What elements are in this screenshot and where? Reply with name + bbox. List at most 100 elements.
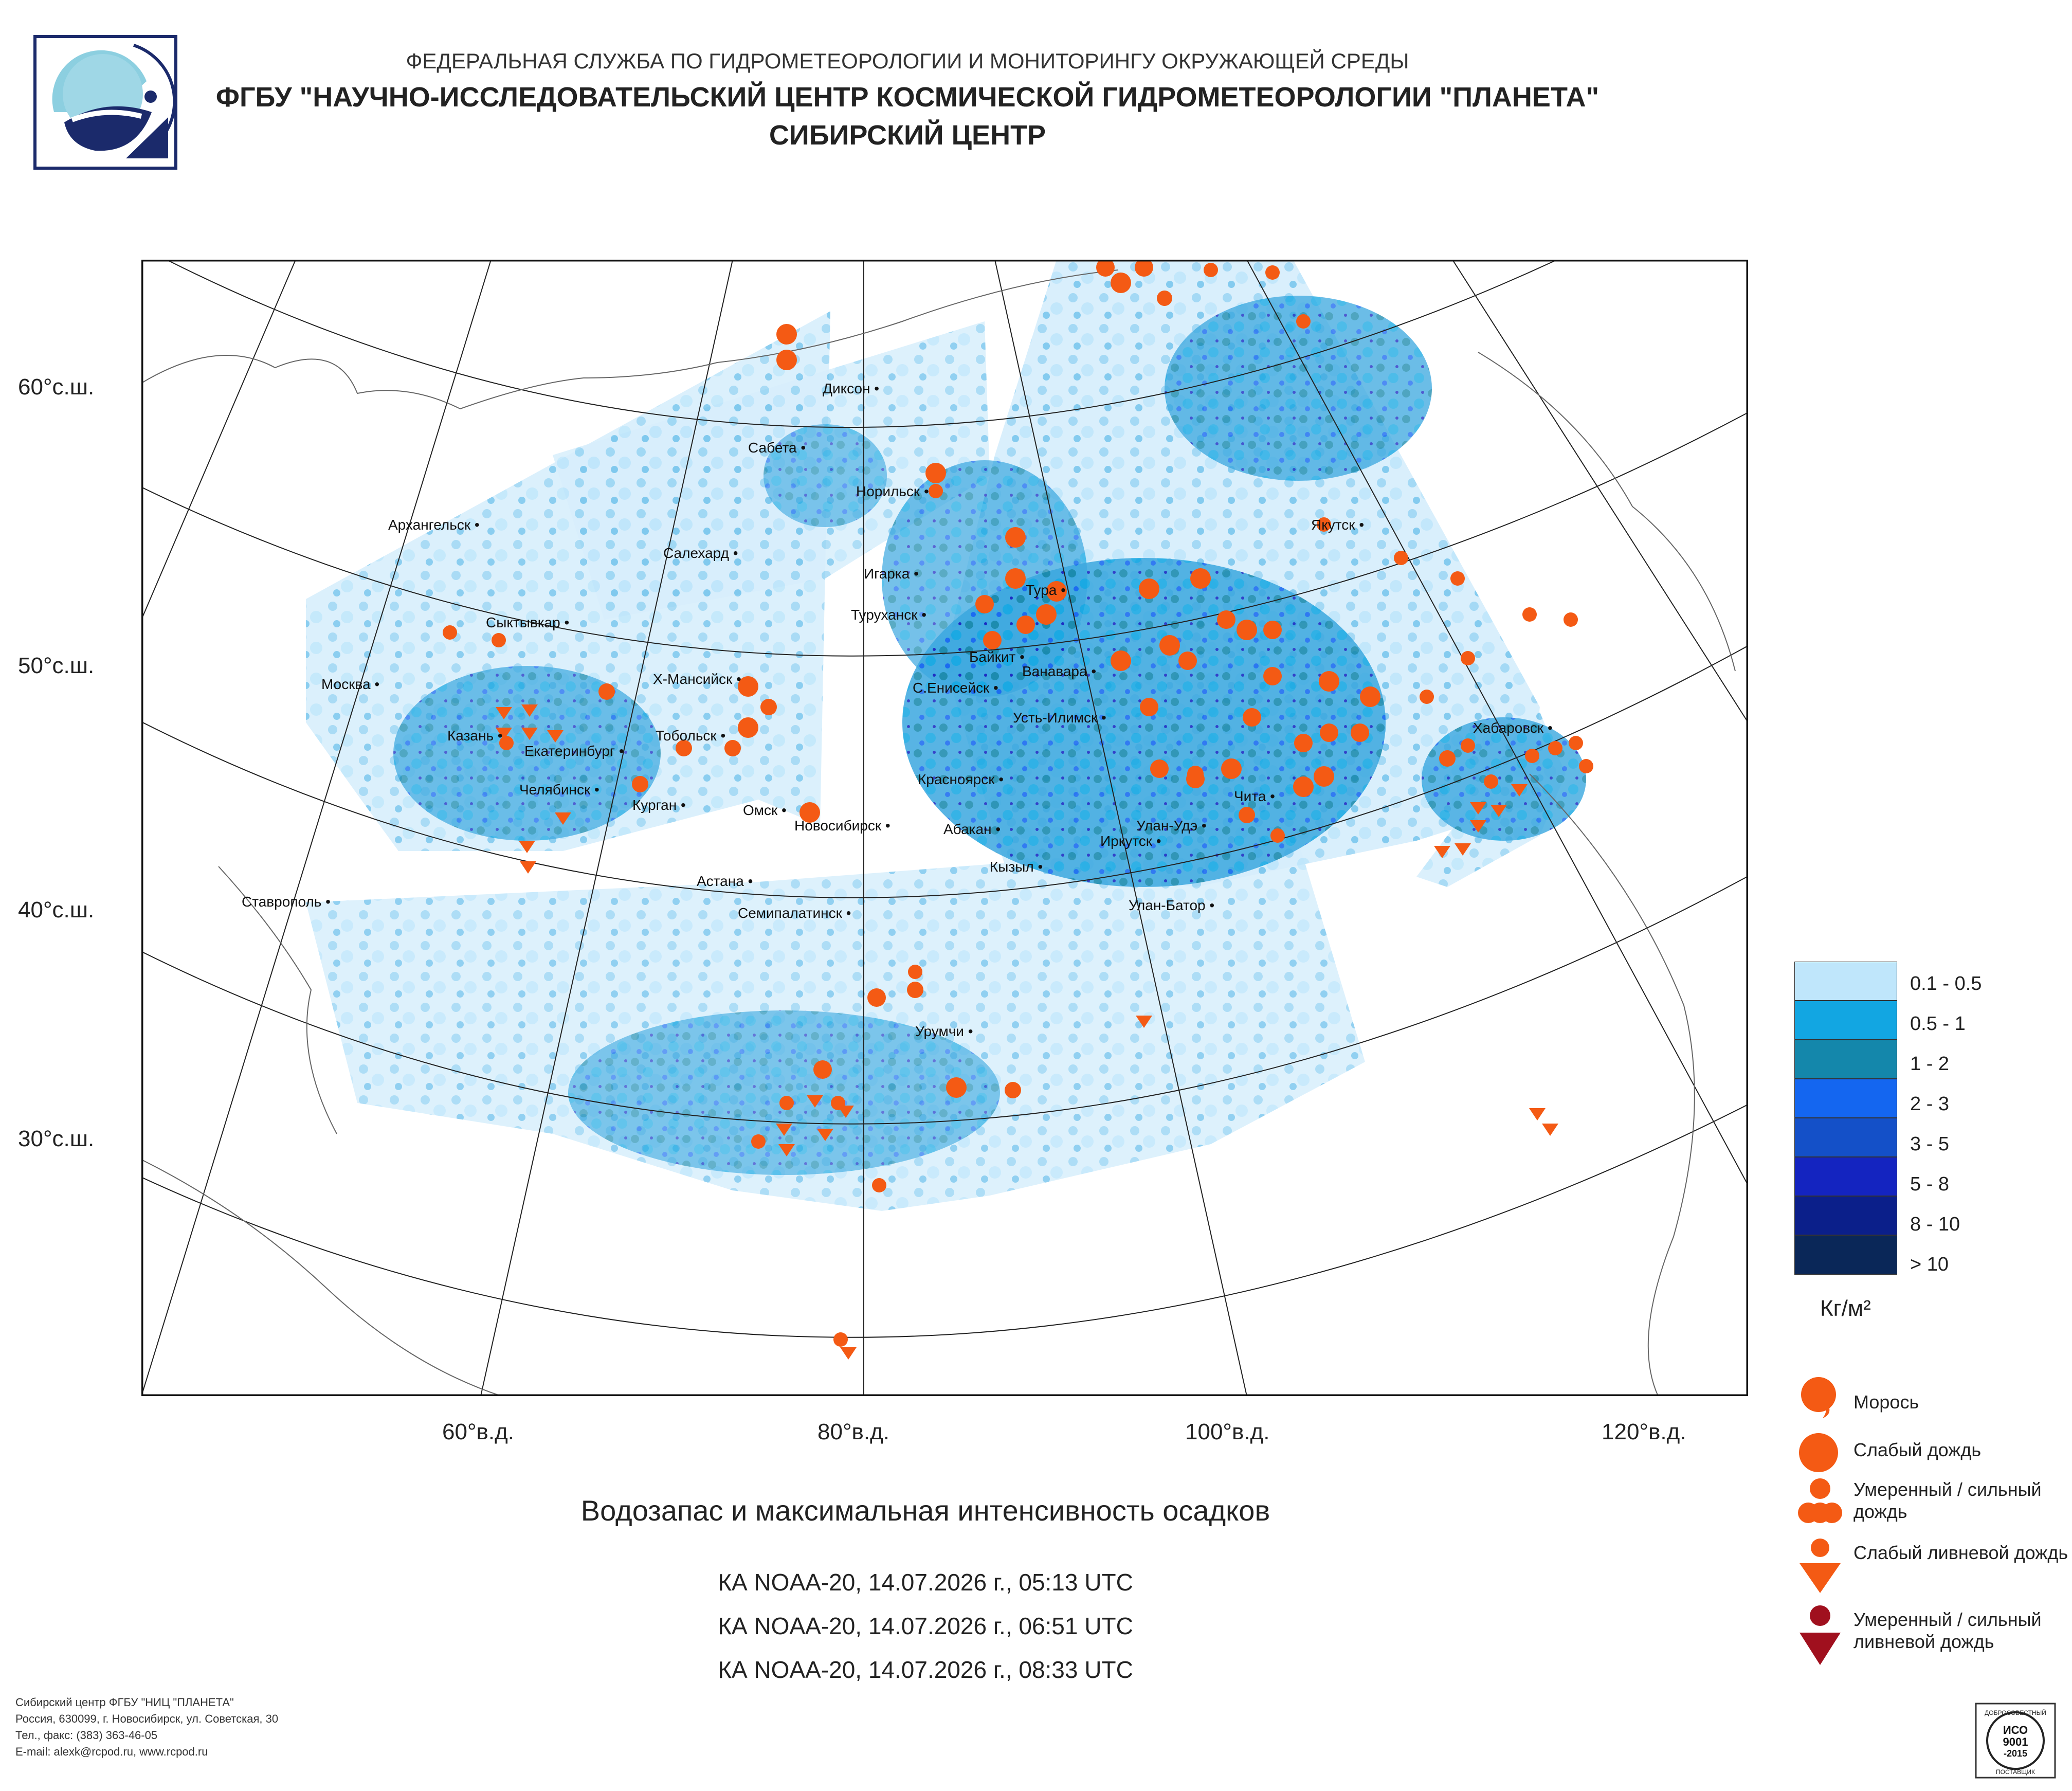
precip-marker [1351,723,1369,742]
city-label: Красноярск • [918,771,1004,787]
precip-marker [1548,741,1562,755]
precip-marker [443,625,457,640]
city-label: Урумчи • [915,1023,973,1039]
precip-marker [1237,620,1257,640]
precip-marker [1111,650,1131,671]
city-label: С.Енисейск • [913,680,998,696]
city-label: Екатеринбург • [524,743,624,759]
shower-marker [1491,805,1507,817]
legend-class-label: 3 - 5 [1910,1133,1950,1155]
city-label: Тура • [1026,582,1066,598]
precip-marker [1564,612,1578,627]
precip-marker [1005,568,1026,589]
moderate-rain-icon [1797,1476,1843,1535]
precip-marker [724,740,741,756]
precip-marker [1439,750,1456,767]
header-agency: ФЕДЕРАЛЬНАЯ СЛУЖБА ПО ГИДРОМЕТЕОРОЛОГИИ … [406,49,1409,73]
precip-marker [907,982,923,998]
city-label: Курган • [632,797,686,813]
precip-marker [751,1134,766,1149]
precip-marker [1178,652,1197,670]
legend-swatch [1794,1000,1898,1040]
legend-drizzle-label: Морось [1853,1391,1919,1413]
precip-marker [1320,723,1338,742]
shower-marker [1136,1016,1152,1028]
precip-marker [1461,738,1475,753]
precip-marker [1204,263,1218,277]
city-label: Диксон • [823,381,880,396]
legend-class-label: 0.5 - 1 [1910,1013,1966,1035]
shower-marker [840,1347,857,1360]
city-label: Игарка • [864,566,919,582]
city-label: Чита • [1234,788,1275,804]
legend-unit: Кг/м² [1820,1296,1871,1321]
precip-marker [799,802,820,823]
iso-bottom-text: ПОСТАВЩИК [1996,1768,2035,1776]
precip-marker [1159,635,1180,656]
legend-swatch [1794,1039,1898,1079]
shower-marker [1434,846,1450,858]
lon-label-100: 100°в.д. [1185,1419,1270,1444]
lon-label-120: 120°в.д. [1602,1419,1686,1444]
city-label: Туруханск • [851,607,927,623]
precip-marker [1265,265,1280,280]
precip-marker [1569,736,1583,750]
city-label: Архангельск • [388,517,480,533]
city-label: Хабаровск • [1473,720,1553,736]
precip-marker [492,633,506,647]
precip-marker [946,1077,967,1098]
header-branch: СИБИРСКИЙ ЦЕНТР [769,120,1046,151]
precip-marker [1096,258,1115,277]
legend-moderate-rain-label: Умеренный / сильный дождь [1853,1479,2042,1523]
precip-marker [1293,776,1314,797]
light-rain-icon [1797,1430,1843,1478]
city-label: Ванавара • [1022,663,1097,679]
legend-light-rain-label: Слабый дождь [1853,1439,1982,1460]
city-label: Норильск • [856,483,929,499]
shower-marker [496,707,512,719]
precip-marker [908,965,922,979]
shower-marker [496,728,512,740]
shower-marker [521,704,538,717]
legend-swatch [1794,1156,1898,1197]
shower-marker [1511,784,1528,797]
precip-marker [499,736,514,750]
satellite-pass: КА NOAA-20, 14.07.2026 г., 06:51 UTC [718,1613,1133,1639]
lat-label-40: 40°с.ш. [18,897,95,922]
legend-swatch [1794,1078,1898,1118]
precip-marker [983,631,1002,649]
precip-marker [872,1178,886,1192]
shower-marker [838,1106,854,1118]
shower-marker [1470,802,1486,815]
footer-address: Россия, 630099, г. Новосибирск, ул. Сове… [15,1712,279,1725]
legend-swatch [1794,1235,1898,1275]
city-label: Кызыл • [990,859,1043,875]
legend-swatch [1794,1117,1898,1157]
city-label: Семипалатинск • [738,905,851,921]
precip-marker [813,1060,832,1079]
city-label: Иркутск • [1100,833,1161,849]
planeta-logo [33,35,177,170]
shower-marker [520,861,536,874]
iso-line2: 9001 [2003,1735,2028,1748]
city-label: Якутск • [1311,517,1365,533]
legend-class-label: 0.1 - 0.5 [1910,973,1982,994]
shower-marker [776,1124,792,1136]
legend-light-shower-label: Слабый ливневой дождь [1853,1542,2068,1563]
legend-class-label: 2 - 3 [1910,1093,1950,1115]
legend-class-label: 8 - 10 [1910,1214,1960,1235]
header-center: ФГБУ "НАУЧНО-ИССЛЕДОВАТЕЛЬСКИЙ ЦЕНТР КОС… [215,82,1600,113]
shower-marker [519,841,535,853]
precip-marker [1263,621,1282,639]
legend-swatch [1794,1196,1898,1236]
precip-marker [1296,314,1311,329]
precip-marker [738,676,758,697]
precip-marker [1420,690,1434,704]
shower-marker [1529,1108,1546,1120]
precip-marker [1005,527,1026,548]
precip-marker [1005,1082,1021,1098]
precip-marker [1239,807,1255,823]
iso-certification-badge: ДОБРОСОВЕСТНЫЙ ИСО 9001 -2015 ПОСТАВЩИК [1974,1702,2057,1779]
city-label: Сыктывкар • [486,614,570,630]
precip-marker [1317,517,1331,532]
